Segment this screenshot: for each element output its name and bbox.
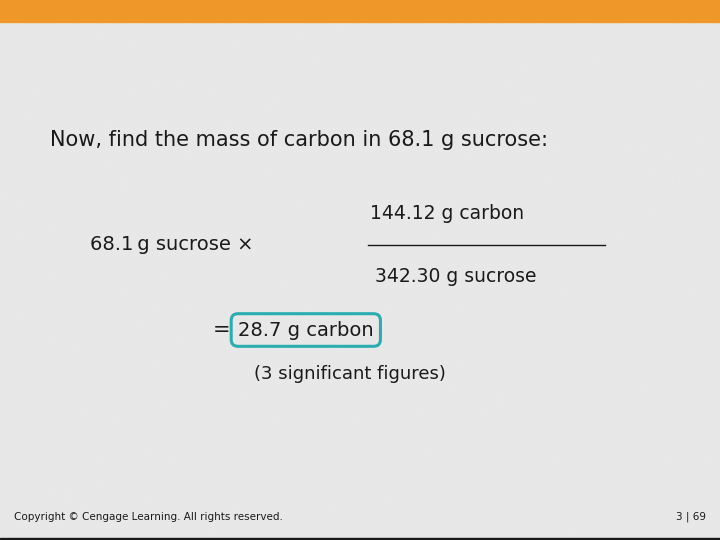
Text: 144.12 g carbon: 144.12 g carbon — [370, 204, 524, 223]
Text: Now, find the mass of carbon in 68.1 g sucrose:: Now, find the mass of carbon in 68.1 g s… — [50, 130, 548, 150]
Bar — [0, 538, 720, 540]
Text: =: = — [212, 320, 230, 340]
Text: 342.30 g sucrose: 342.30 g sucrose — [375, 267, 536, 286]
Text: Copyright © Cengage Learning. All rights reserved.: Copyright © Cengage Learning. All rights… — [14, 512, 283, 522]
Text: 68.1 g sucrose ×: 68.1 g sucrose × — [90, 235, 253, 254]
Text: 3 | 69: 3 | 69 — [676, 511, 706, 522]
Text: 28.7 g carbon: 28.7 g carbon — [238, 321, 374, 340]
Text: (3 significant figures): (3 significant figures) — [254, 365, 446, 383]
Bar — [0, 0, 720, 22]
